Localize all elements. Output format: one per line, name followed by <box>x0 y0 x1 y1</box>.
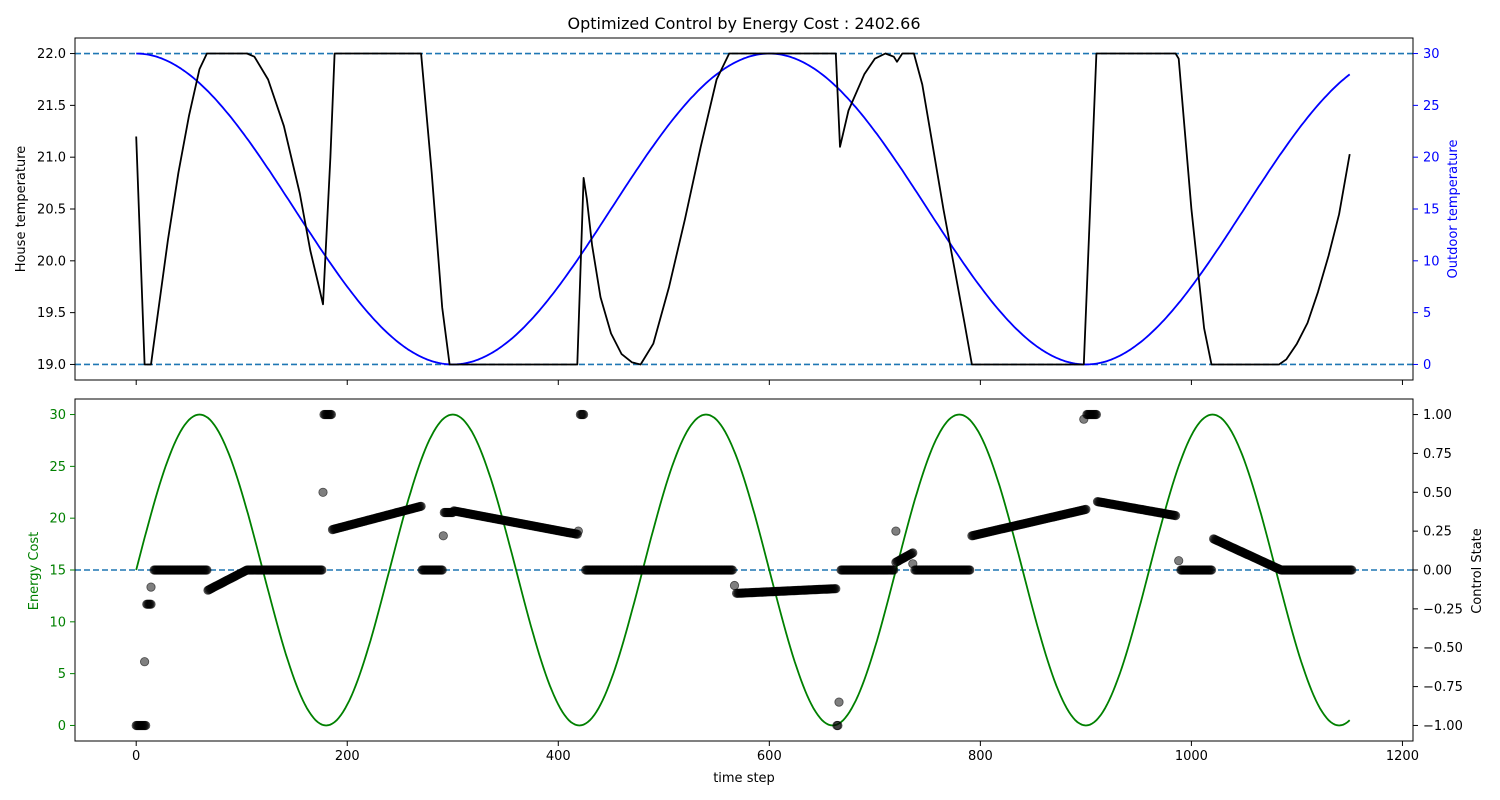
house-temperature-line <box>135 52 1351 366</box>
top-left-tick-label: 19.0 <box>37 358 66 373</box>
control-state-point <box>1174 556 1184 566</box>
x-tick-label: 0 <box>132 749 140 764</box>
control-state-point <box>831 584 841 594</box>
top-right-axis-label: Outdoor temperature <box>1446 140 1461 279</box>
x-tick-label: 600 <box>757 749 782 764</box>
x-tick-label: 800 <box>968 749 993 764</box>
bottom-left-tick-label: 5 <box>58 667 66 682</box>
control-state-point <box>573 526 583 536</box>
control-state-point <box>140 657 150 667</box>
bottom-right-tick-label: −0.50 <box>1423 641 1463 656</box>
control-state-point <box>727 565 738 575</box>
control-state-point <box>833 720 843 731</box>
control-state-point <box>317 565 327 575</box>
control-state-point <box>416 501 426 511</box>
top-right-tick-label: 30 <box>1423 47 1440 62</box>
control-state-point <box>908 548 918 558</box>
bottom-right-tick-label: 0.00 <box>1423 564 1452 579</box>
chart-title: Optimized Control by Energy Cost : 2402.… <box>567 14 920 33</box>
control-state-point <box>1171 510 1181 521</box>
top-right-tick-label: 5 <box>1423 306 1431 321</box>
bottom-right-tick-label: 1.00 <box>1423 408 1452 423</box>
x-axis-label: time step <box>713 771 775 786</box>
top-right-tick-label: 10 <box>1423 254 1440 269</box>
control-state-point <box>889 565 899 575</box>
top-left-tick-label: 20.0 <box>37 254 66 269</box>
control-state-point <box>1081 504 1091 514</box>
bottom-right-tick-label: −1.00 <box>1423 719 1463 734</box>
control-state-point <box>1091 409 1102 420</box>
bottom-left-tick-label: 30 <box>49 408 66 423</box>
bottom-right-axis-label: Control State <box>1470 528 1485 614</box>
control-state-point <box>326 409 336 420</box>
control-state-point <box>965 565 975 575</box>
bottom-right-tick-label: 0.50 <box>1423 486 1452 501</box>
top-left-tick-label: 22.0 <box>37 47 66 62</box>
control-state-point <box>834 697 844 707</box>
energy-cost-line <box>135 413 1351 727</box>
control-state-point <box>1347 565 1357 575</box>
bottom-left-tick-label: 25 <box>49 460 66 475</box>
outdoor-temperature-line <box>136 52 1351 366</box>
control-state-point <box>202 565 212 575</box>
control-state-point <box>729 580 740 591</box>
top-panel: 19.0 19.5 20.0 20.5 21.0 21.5 22.0 0 5 10 15 20 25 30… <box>14 37 1461 385</box>
control-state-point <box>438 531 448 541</box>
x-tick-label: 200 <box>335 749 360 764</box>
control-state-point <box>908 559 918 569</box>
top-left-axis-label: House temperature <box>14 146 29 273</box>
control-state-point <box>1206 565 1217 575</box>
bottom-left-tick-label: 20 <box>49 512 66 527</box>
control-state-point <box>318 487 328 497</box>
x-tick-label: 400 <box>546 749 571 764</box>
top-right-tick-label: 25 <box>1423 99 1440 114</box>
bottom-left-tick-label: 15 <box>49 564 66 579</box>
top-right-tick-label: 15 <box>1423 203 1440 218</box>
top-left-tick-label: 21.0 <box>37 151 66 166</box>
control-state-point <box>437 565 447 575</box>
bottom-left-tick-label: 0 <box>58 719 66 734</box>
control-state-point <box>141 720 151 731</box>
control-state-point <box>1079 414 1089 424</box>
top-right-tick-label: 0 <box>1423 358 1431 373</box>
top-left-tick-label: 20.5 <box>37 203 66 218</box>
bottom-right-tick-label: 0.75 <box>1423 447 1452 462</box>
top-left-tick-label: 19.5 <box>37 306 66 321</box>
control-state-point <box>146 599 156 609</box>
bottom-right-tick-label: −0.25 <box>1423 602 1463 617</box>
top-right-tick-label: 20 <box>1423 151 1440 166</box>
bottom-left-tick-label: 10 <box>49 615 66 630</box>
bottom-left-axis-label: Energy Cost <box>27 532 42 611</box>
bottom-right-tick-label: 0.25 <box>1423 525 1452 540</box>
control-state-point <box>891 526 901 536</box>
control-state-point <box>146 582 156 592</box>
bottom-right-tick-label: −0.75 <box>1423 680 1463 695</box>
x-tick-label: 1200 <box>1386 749 1419 764</box>
bottom-panel: 0 200 400 600 800 1000 1200 0 5 10 15 20 25 30 −1.00 −0… <box>27 398 1485 786</box>
x-tick-label: 1000 <box>1175 749 1208 764</box>
top-left-tick-label: 21.5 <box>37 99 66 114</box>
control-state-point <box>578 409 589 420</box>
top-panel-frame <box>74 37 1414 381</box>
